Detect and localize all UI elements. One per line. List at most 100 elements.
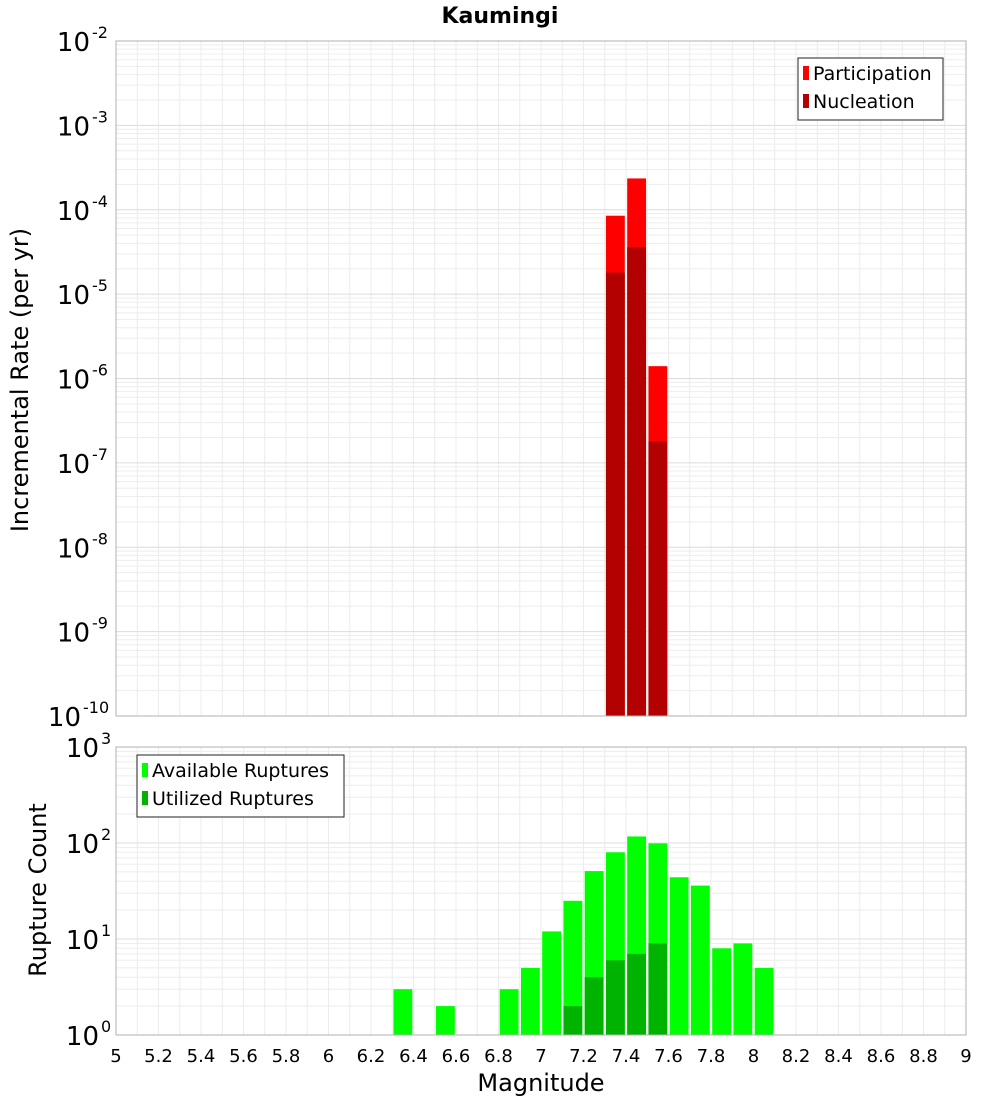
bottom-bar-available-ruptures bbox=[733, 943, 753, 1035]
legend-swatch bbox=[142, 763, 148, 777]
top-y-tick-label: 10 -9 bbox=[57, 614, 108, 649]
bottom-y-axis-label: Rupture Count bbox=[24, 803, 52, 977]
legend-box bbox=[136, 754, 345, 818]
y-tick-base: 10 bbox=[57, 619, 90, 649]
top-y-tick-label: 10 -2 bbox=[57, 23, 108, 58]
legend-label: Available Ruptures bbox=[152, 760, 329, 782]
x-axis-label: Magnitude bbox=[477, 1069, 604, 1097]
bottom-legend: Available Ruptures Utilized Ruptures bbox=[136, 754, 345, 818]
y-tick-exponent: -2 bbox=[92, 23, 108, 42]
top-plot-border bbox=[115, 40, 967, 717]
top-bar-nucleation bbox=[627, 247, 647, 716]
bottom-bar-available-ruptures bbox=[712, 948, 732, 1035]
y-tick-base: 10 bbox=[66, 734, 99, 764]
top-y-tick-label: 10 -5 bbox=[57, 276, 108, 311]
top-y-tick-label: 10 -8 bbox=[57, 529, 108, 564]
bottom-y-tick-label: 10 1 bbox=[66, 921, 111, 956]
y-tick-base: 10 bbox=[66, 830, 99, 860]
bottom-bar-utilized-ruptures bbox=[584, 977, 604, 1035]
legend-label: Utilized Ruptures bbox=[152, 788, 314, 810]
bottom-y-tick-label: 10 2 bbox=[66, 825, 111, 860]
y-tick-base: 10 bbox=[48, 703, 81, 733]
bottom-y-tick-label: 10 0 bbox=[66, 1017, 111, 1052]
y-tick-exponent: 1 bbox=[101, 921, 111, 940]
x-tick-label: 8.6 bbox=[867, 1046, 896, 1067]
y-tick-base: 10 bbox=[57, 450, 90, 480]
y-tick-base: 10 bbox=[57, 534, 90, 564]
y-tick-exponent: -4 bbox=[92, 192, 108, 211]
x-tick-label: 6.2 bbox=[357, 1046, 386, 1067]
x-tick-label: 9 bbox=[960, 1046, 971, 1067]
y-tick-exponent: -9 bbox=[92, 614, 108, 633]
bottom-bar-available-ruptures bbox=[690, 885, 710, 1035]
top-y-axis-label: Incremental Rate (per yr) bbox=[6, 228, 34, 532]
x-tick-label: 8 bbox=[748, 1046, 759, 1067]
bottom-bar-available-ruptures bbox=[542, 931, 562, 1035]
y-tick-exponent: 2 bbox=[101, 825, 111, 844]
legend-label: Nucleation bbox=[813, 91, 915, 113]
bottom-bar-utilized-ruptures bbox=[648, 943, 668, 1035]
y-tick-base: 10 bbox=[66, 1022, 99, 1052]
y-tick-exponent: -6 bbox=[92, 361, 108, 380]
x-tick-label: 8.8 bbox=[909, 1046, 938, 1067]
x-tick-label: 8.2 bbox=[782, 1046, 811, 1067]
top-y-tick-label: 10 -10 bbox=[48, 698, 109, 733]
x-tick-label: 8.4 bbox=[824, 1046, 853, 1067]
bottom-bar-utilized-ruptures bbox=[605, 960, 625, 1035]
legend-swatch bbox=[803, 66, 809, 80]
chart-title: Kaumingi bbox=[442, 4, 559, 29]
bottom-bar-available-ruptures bbox=[669, 877, 689, 1035]
legend-swatch bbox=[142, 791, 148, 805]
bottom-bar-utilized-ruptures bbox=[627, 953, 647, 1035]
x-tick-label: 5.2 bbox=[144, 1046, 173, 1067]
top-y-tick-label: 10 -7 bbox=[57, 445, 108, 480]
y-tick-base: 10 bbox=[57, 112, 90, 142]
x-tick-label: 6 bbox=[323, 1046, 334, 1067]
bottom-y-tick-label: 10 3 bbox=[66, 729, 111, 764]
x-tick-label: 7.4 bbox=[612, 1046, 641, 1067]
bottom-bar-utilized-ruptures bbox=[563, 1006, 583, 1035]
top-bar-nucleation bbox=[605, 272, 625, 716]
bottom-bar-available-ruptures bbox=[499, 989, 519, 1035]
y-tick-base: 10 bbox=[57, 197, 90, 227]
y-tick-exponent: -3 bbox=[92, 107, 108, 126]
legend-label: Participation bbox=[813, 63, 932, 85]
bottom-bar-available-ruptures bbox=[754, 967, 774, 1035]
bottom-plot-border bbox=[115, 746, 967, 1036]
x-tick-label: 7.8 bbox=[697, 1046, 726, 1067]
legend-swatch bbox=[803, 94, 809, 108]
top-y-tick-label: 10 -6 bbox=[57, 361, 108, 396]
top-y-tick-label: 10 -4 bbox=[57, 192, 108, 227]
legend-box bbox=[797, 57, 944, 121]
x-tick-label: 5 bbox=[110, 1046, 121, 1067]
x-tick-label: 5.8 bbox=[272, 1046, 301, 1067]
y-tick-base: 10 bbox=[57, 28, 90, 58]
x-tick-label: 7 bbox=[535, 1046, 546, 1067]
y-tick-base: 10 bbox=[66, 926, 99, 956]
bottom-bar-available-ruptures bbox=[393, 989, 413, 1035]
x-tick-label: 7.2 bbox=[569, 1046, 598, 1067]
y-tick-exponent: 3 bbox=[101, 729, 111, 748]
y-tick-base: 10 bbox=[57, 366, 90, 396]
y-tick-exponent: -5 bbox=[92, 276, 108, 295]
y-tick-exponent: -10 bbox=[83, 698, 109, 717]
top-bar-nucleation bbox=[648, 441, 668, 716]
top-y-tick-label: 10 -3 bbox=[57, 107, 108, 142]
x-tick-label: 6.8 bbox=[484, 1046, 513, 1067]
x-tick-label: 7.6 bbox=[654, 1046, 683, 1067]
x-tick-label: 6.4 bbox=[399, 1046, 428, 1067]
top-legend: Participation Nucleation bbox=[797, 57, 944, 121]
bottom-bar-available-ruptures bbox=[435, 1006, 455, 1035]
y-tick-exponent: -8 bbox=[92, 529, 108, 548]
y-tick-exponent: 0 bbox=[101, 1017, 111, 1036]
bottom-bar-available-ruptures bbox=[520, 967, 540, 1035]
x-tick-label: 5.6 bbox=[229, 1046, 258, 1067]
bottom-bar-available-ruptures bbox=[563, 900, 583, 1035]
x-tick-label: 5.4 bbox=[187, 1046, 216, 1067]
x-tick-label: 6.6 bbox=[442, 1046, 471, 1067]
y-tick-base: 10 bbox=[57, 281, 90, 311]
y-tick-exponent: -7 bbox=[92, 445, 108, 464]
